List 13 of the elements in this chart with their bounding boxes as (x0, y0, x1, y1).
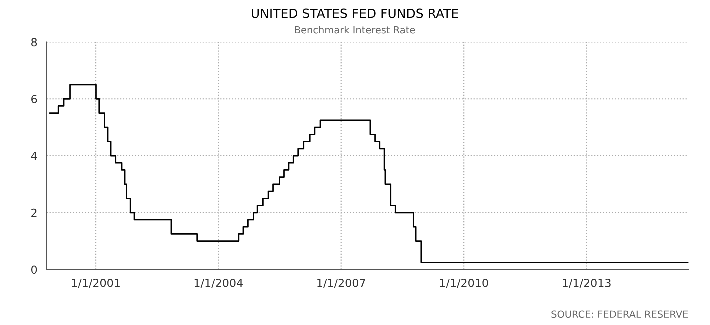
y-tick-label: 8 (32, 38, 38, 47)
x-tick-label: 1/1/2004 (194, 278, 243, 288)
chart-title: UNITED STATES FED FUNDS RATE (252, 8, 458, 18)
x-tick-label: 1/1/2010 (440, 278, 488, 288)
y-tick-label: 0 (31, 266, 38, 274)
x-tick-label: 1/1/2007 (318, 278, 366, 288)
y-tick-label: 4 (31, 152, 38, 160)
x-tick-label: 1/1/2013 (563, 278, 611, 288)
chart-subtitle: Benchmark Interest Rate (295, 26, 416, 34)
source-note: SOURCE: FEDERAL RESERVE (552, 310, 688, 318)
x-tick-label: 1/1/2001 (72, 278, 120, 288)
y-tick-label: 2 (32, 208, 37, 218)
y-tick-label: 6 (32, 95, 38, 104)
